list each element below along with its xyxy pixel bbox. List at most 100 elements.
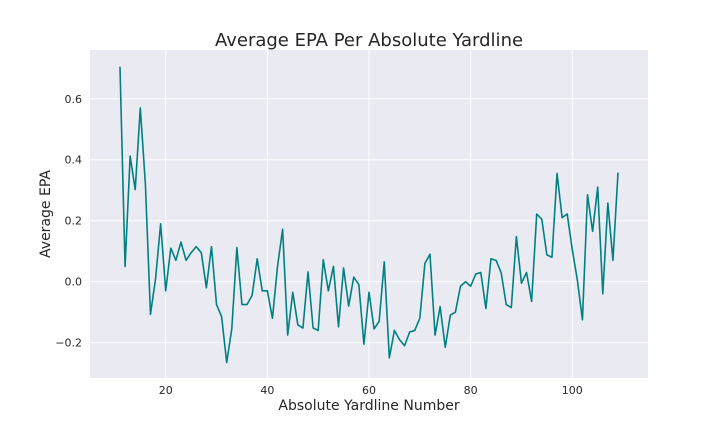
data-point [383,261,385,263]
data-point [388,357,390,359]
x-tick-label: 40 [260,384,274,397]
data-point [139,107,141,109]
data-point [226,361,228,363]
data-point [256,258,258,260]
data-point [231,328,233,330]
data-point [180,241,182,243]
data-point [317,329,319,331]
data-point [393,329,395,331]
tick-labels: 20 40 60 80 100 −0.2 0.0 0.2 0.4 0.6 [55,93,582,397]
x-tick-label: 80 [464,384,478,397]
data-point [510,306,512,308]
data-point [556,172,558,174]
data-point [581,319,583,321]
data-point [403,344,405,346]
data-point [520,282,522,284]
data-point [154,277,156,279]
data-point [363,343,365,345]
data-point [261,290,263,292]
data-point [353,276,355,278]
data-point [469,285,471,287]
y-tick-label: −0.2 [55,337,82,350]
series-line [119,66,619,364]
x-axis-label: Absolute Yardline Number [278,398,459,414]
data-point [170,247,172,249]
data-point [210,245,212,247]
data-point [358,284,360,286]
data-point [119,66,121,68]
data-point [297,324,299,326]
data-point [337,326,339,328]
data-point [586,194,588,196]
data-point [266,290,268,292]
y-tick-label: 0.0 [65,276,83,289]
chart-title: Average EPA Per Absolute Yardline [215,30,523,51]
data-point [500,271,502,273]
data-point [495,259,497,261]
data-point [525,271,527,273]
data-point [368,291,370,293]
data-point [439,305,441,307]
data-point [536,213,538,215]
grid-lines [90,50,648,378]
series-layer [119,66,619,364]
data-point [124,265,126,267]
data-point [129,155,131,157]
data-point [271,317,273,319]
data-point [561,216,563,218]
data-point [566,213,568,215]
data-point [246,303,248,305]
data-point [480,271,482,273]
data-point [327,290,329,292]
data-point [530,300,532,302]
data-point [134,188,136,190]
data-point [464,280,466,282]
data-point [286,334,288,336]
data-point [332,265,334,267]
data-point [490,258,492,260]
data-point [617,171,619,173]
x-tick-label: 100 [562,384,583,397]
y-tick-label: 0.4 [65,154,83,167]
data-point [281,228,283,230]
data-point [551,256,553,258]
data-point [220,316,222,318]
data-point [602,293,604,295]
data-point [190,252,192,254]
data-point [149,313,151,315]
data-point [449,314,451,316]
data-point [505,303,507,305]
data-point [302,327,304,329]
data-point [312,327,314,329]
data-point [276,265,278,267]
data-point [251,294,253,296]
data-point [596,186,598,188]
y-axis-label: Average EPA [38,170,54,258]
data-point [342,267,344,269]
data-point [175,259,177,261]
data-point [200,252,202,254]
data-point [515,235,517,237]
data-point [424,262,426,264]
y-tick-label: 0.6 [65,93,83,106]
data-point [454,311,456,313]
data-point [434,334,436,336]
data-point [307,271,309,273]
data-point [195,245,197,247]
data-point [612,259,614,261]
data-point [459,285,461,287]
data-point [429,253,431,255]
data-point [159,223,161,225]
data-point [607,202,609,204]
data-point [475,273,477,275]
data-point [485,307,487,309]
data-point [591,230,593,232]
data-point [414,329,416,331]
data-point [541,218,543,220]
x-tick-label: 20 [159,384,173,397]
data-point [144,183,146,185]
data-point [347,305,349,307]
data-point [398,338,400,340]
